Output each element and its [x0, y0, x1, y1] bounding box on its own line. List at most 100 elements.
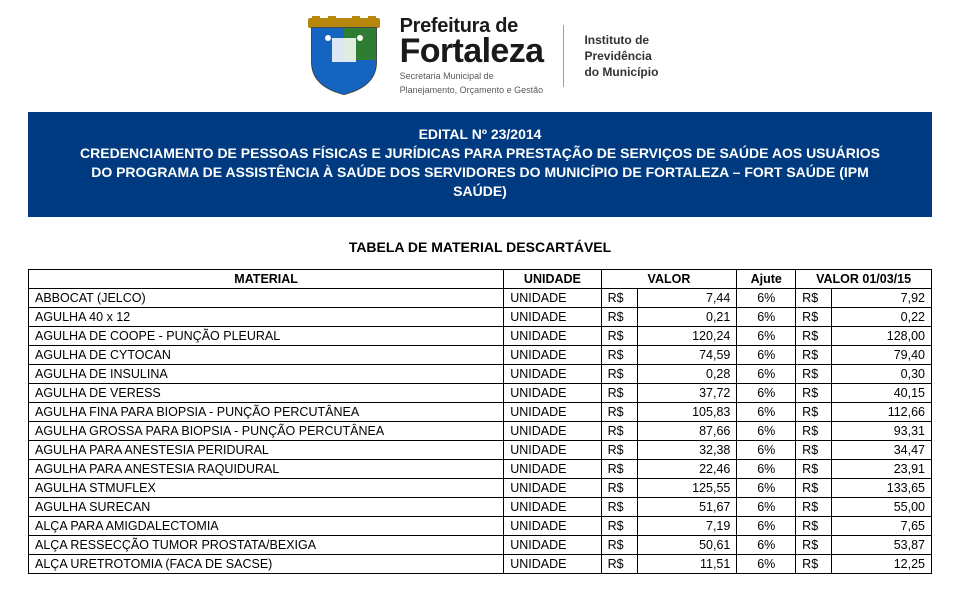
cell-valor2: 7,65 — [832, 516, 932, 535]
table-row: ALÇA PARA AMIGDALECTOMIAUNIDADER$7,196%R… — [29, 516, 932, 535]
materials-table: MATERIAL UNIDADE VALOR Ajute VALOR 01/03… — [28, 269, 932, 574]
cell-valor: 7,19 — [637, 516, 737, 535]
table-title: TABELA DE MATERIAL DESCARTÁVEL — [28, 239, 932, 255]
ipm-line1: Instituto de — [584, 32, 658, 48]
cell-ajute: 6% — [737, 364, 796, 383]
edital-title: EDITAL Nº 23/2014 — [68, 126, 892, 142]
cell-valor2: 7,92 — [832, 288, 932, 307]
col-material: MATERIAL — [29, 269, 504, 288]
cell-ajute: 6% — [737, 535, 796, 554]
cell-material: AGULHA DE COOPE - PUNÇÃO PLEURAL — [29, 326, 504, 345]
cell-currency: R$ — [796, 383, 832, 402]
cell-ajute: 6% — [737, 402, 796, 421]
vertical-divider — [563, 25, 564, 87]
cell-valor2: 23,91 — [832, 459, 932, 478]
cell-currency: R$ — [796, 459, 832, 478]
edital-body: CREDENCIAMENTO DE PESSOAS FÍSICAS E JURÍ… — [68, 144, 892, 201]
cell-material: ALÇA URETROTOMIA (FACA DE SACSE) — [29, 554, 504, 573]
table-row: AGULHA FINA PARA BIOPSIA - PUNÇÃO PERCUT… — [29, 402, 932, 421]
cell-valor: 50,61 — [637, 535, 737, 554]
cell-ajute: 6% — [737, 516, 796, 535]
cell-material: AGULHA SURECAN — [29, 497, 504, 516]
table-row: AGULHA PARA ANESTESIA PERIDURALUNIDADER$… — [29, 440, 932, 459]
cell-valor2: 40,15 — [832, 383, 932, 402]
cell-valor2: 34,47 — [832, 440, 932, 459]
cell-currency: R$ — [601, 554, 637, 573]
cell-currency: R$ — [601, 383, 637, 402]
cell-valor2: 55,00 — [832, 497, 932, 516]
cell-material: AGULHA DE INSULINA — [29, 364, 504, 383]
table-row: ABBOCAT (JELCO)UNIDADER$7,446%R$7,92 — [29, 288, 932, 307]
cell-ajute: 6% — [737, 307, 796, 326]
cell-currency: R$ — [796, 497, 832, 516]
cell-material: ABBOCAT (JELCO) — [29, 288, 504, 307]
cell-valor2: 112,66 — [832, 402, 932, 421]
col-unit: UNIDADE — [504, 269, 601, 288]
cell-valor: 87,66 — [637, 421, 737, 440]
cell-unit: UNIDADE — [504, 478, 601, 497]
cell-unit: UNIDADE — [504, 421, 601, 440]
cell-material: AGULHA DE CYTOCAN — [29, 345, 504, 364]
cell-valor: 74,59 — [637, 345, 737, 364]
cell-currency: R$ — [601, 326, 637, 345]
cell-ajute: 6% — [737, 554, 796, 573]
cell-valor2: 0,22 — [832, 307, 932, 326]
table-row: AGULHA DE CYTOCANUNIDADER$74,596%R$79,40 — [29, 345, 932, 364]
cell-unit: UNIDADE — [504, 440, 601, 459]
cell-ajute: 6% — [737, 288, 796, 307]
cell-valor2: 133,65 — [832, 478, 932, 497]
table-row: AGULHA 40 x 12UNIDADER$0,216%R$0,22 — [29, 307, 932, 326]
cell-currency: R$ — [796, 421, 832, 440]
table-body: ABBOCAT (JELCO)UNIDADER$7,446%R$7,92AGUL… — [29, 288, 932, 573]
cell-valor: 22,46 — [637, 459, 737, 478]
cell-ajute: 6% — [737, 459, 796, 478]
cell-currency: R$ — [796, 345, 832, 364]
ipm-line3: do Município — [584, 64, 658, 80]
table-row: AGULHA DE VERESSUNIDADER$37,726%R$40,15 — [29, 383, 932, 402]
cell-currency: R$ — [601, 535, 637, 554]
brand-wordmark: Prefeitura de Fortaleza Secretaria Munic… — [400, 16, 544, 96]
cell-valor2: 12,25 — [832, 554, 932, 573]
cell-unit: UNIDADE — [504, 326, 601, 345]
cell-material: AGULHA PARA ANESTESIA RAQUIDURAL — [29, 459, 504, 478]
cell-valor: 125,55 — [637, 478, 737, 497]
cell-ajute: 6% — [737, 421, 796, 440]
page: Prefeitura de Fortaleza Secretaria Munic… — [0, 0, 960, 594]
table-row: AGULHA STMUFLEXUNIDADER$125,556%R$133,65 — [29, 478, 932, 497]
cell-currency: R$ — [601, 421, 637, 440]
cell-unit: UNIDADE — [504, 402, 601, 421]
cell-valor: 51,67 — [637, 497, 737, 516]
cell-ajute: 6% — [737, 326, 796, 345]
cell-unit: UNIDADE — [504, 554, 601, 573]
cell-valor2: 0,30 — [832, 364, 932, 383]
edital-banner: EDITAL Nº 23/2014 CREDENCIAMENTO DE PESS… — [28, 112, 932, 217]
cell-valor: 11,51 — [637, 554, 737, 573]
cell-currency: R$ — [601, 440, 637, 459]
cell-unit: UNIDADE — [504, 383, 601, 402]
cell-material: AGULHA GROSSA PARA BIOPSIA - PUNÇÃO PERC… — [29, 421, 504, 440]
cell-unit: UNIDADE — [504, 516, 601, 535]
cell-material: AGULHA 40 x 12 — [29, 307, 504, 326]
cell-ajute: 6% — [737, 478, 796, 497]
cell-currency: R$ — [796, 288, 832, 307]
cell-valor: 37,72 — [637, 383, 737, 402]
cell-currency: R$ — [601, 307, 637, 326]
cell-material: AGULHA FINA PARA BIOPSIA - PUNÇÃO PERCUT… — [29, 402, 504, 421]
cell-currency: R$ — [601, 478, 637, 497]
brand-sub2: Planejamento, Orçamento e Gestão — [400, 85, 544, 96]
table-row: ALÇA URETROTOMIA (FACA DE SACSE)UNIDADER… — [29, 554, 932, 573]
cell-material: AGULHA STMUFLEX — [29, 478, 504, 497]
table-row: ALÇA RESSECÇÃO TUMOR PROSTATA/BEXIGAUNID… — [29, 535, 932, 554]
cell-currency: R$ — [601, 345, 637, 364]
cell-ajute: 6% — [737, 440, 796, 459]
cell-currency: R$ — [601, 459, 637, 478]
table-row: AGULHA GROSSA PARA BIOPSIA - PUNÇÃO PERC… — [29, 421, 932, 440]
cell-valor: 7,44 — [637, 288, 737, 307]
cell-valor: 0,28 — [637, 364, 737, 383]
cell-currency: R$ — [601, 288, 637, 307]
city-shield-icon — [302, 16, 386, 96]
cell-material: AGULHA DE VERESS — [29, 383, 504, 402]
brand-line2: Fortaleza — [400, 34, 544, 68]
header-logo-block: Prefeitura de Fortaleza Secretaria Munic… — [28, 10, 932, 106]
ipm-line2: Previdência — [584, 48, 658, 64]
